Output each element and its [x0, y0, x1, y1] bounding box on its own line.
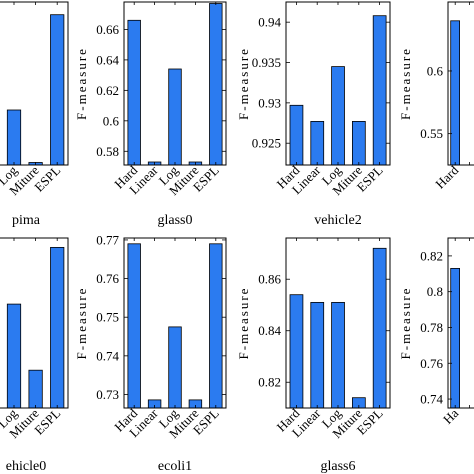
bar-hard [450, 20, 461, 166]
x-tick-label-hard: Ha [440, 405, 461, 426]
bar-hard [289, 294, 304, 409]
x-tick-label-espl: ESPL [31, 405, 63, 437]
y-axis-label: F-measure [398, 47, 413, 120]
axes-box [447, 1, 474, 166]
y-axis-label: F-measure [74, 47, 89, 120]
y-tick-label: 0.935 [252, 55, 281, 70]
x-tick-label-hard: Hard [432, 162, 461, 191]
y-tick-label: 0.66 [96, 22, 119, 37]
chart-panel-2: 0.9250.930.9350.94HardLinearLogMitureESP… [236, 1, 391, 228]
bar-log [331, 301, 345, 409]
y-tick-label: 0.82 [258, 375, 281, 390]
chart-panel-1: 0.580.60.620.640.66HardLinearLogMitureES… [74, 1, 227, 228]
bar-espl [209, 243, 223, 409]
y-tick-label: 0.6 [103, 113, 120, 128]
dataset-label: vehicle2 [314, 213, 361, 228]
bar-linear [310, 301, 325, 409]
bar-espl [209, 3, 223, 166]
dataset-label: pima [12, 213, 41, 228]
y-axis-label: F-measure [236, 287, 251, 360]
y-tick-label: 0.74 [96, 348, 119, 363]
bar-espl [50, 246, 65, 409]
y-axis-label: F-measure [74, 287, 89, 360]
bar-linear [310, 121, 325, 166]
y-tick-label: 0.55 [420, 126, 443, 141]
bar-log [6, 303, 22, 409]
bar-hard [289, 104, 304, 166]
y-tick-label: 0.86 [258, 272, 281, 287]
chart-panel-3: 0.55 0.6 Hard F-measure [398, 1, 474, 192]
bar-espl [372, 15, 387, 166]
bar-log [168, 68, 182, 166]
dataset-label: glass6 [321, 459, 356, 474]
bar-hard [127, 19, 141, 166]
chart-panel-6: 0.820.840.86HardLinearLogMitureESPLF-mea… [236, 237, 391, 474]
y-tick-label: 0.74 [420, 392, 443, 407]
bar-log [331, 66, 345, 166]
bar-hard [450, 267, 461, 409]
y-tick-label: 0.78 [420, 320, 443, 335]
bar-hard [127, 243, 141, 409]
y-tick-label: 0.58 [96, 144, 119, 159]
y-tick-label: 0.76 [420, 356, 443, 371]
bar-log [168, 326, 182, 409]
y-tick-label: 0.94 [258, 15, 281, 30]
y-tick-label: 0.73 [96, 387, 119, 402]
y-tick-label: 0.77 [96, 232, 119, 247]
y-tick-label: 0.6 [427, 63, 444, 78]
bar-espl [50, 14, 65, 166]
y-tick-label: 0.8 [427, 284, 443, 299]
y-tick-label: 0.82 [420, 248, 443, 263]
axes-box [447, 237, 474, 409]
y-tick-label: 0.64 [96, 52, 119, 67]
y-tick-label: 0.76 [96, 271, 119, 286]
bar-log [6, 109, 22, 166]
y-tick-label: 0.925 [252, 136, 281, 151]
dataset-label: ehicle0 [6, 459, 46, 474]
chart-panel-4: HardLinearLogMitureESPLehicle0 [0, 237, 69, 474]
bar-espl [372, 247, 387, 409]
chart-panel-5: 0.730.740.750.760.77HardLinearLogMitureE… [74, 232, 227, 474]
y-axis-label: F-measure [398, 287, 413, 360]
dataset-label: ecoli1 [158, 459, 192, 474]
y-tick-label: 0.75 [96, 310, 119, 325]
y-tick-label: 0.84 [258, 323, 281, 338]
x-tick-label-espl: ESPL [31, 162, 63, 194]
y-tick-label: 0.93 [258, 95, 281, 110]
dataset-label: glass0 [158, 213, 193, 228]
bar-miture [28, 369, 43, 409]
y-axis-label: F-measure [236, 47, 251, 120]
chart-panel-7: 0.74 0.76 0.78 0.8 0.82 Ha F-measure [398, 237, 474, 427]
y-tick-label: 0.62 [96, 83, 119, 98]
bar-miture [351, 121, 366, 166]
